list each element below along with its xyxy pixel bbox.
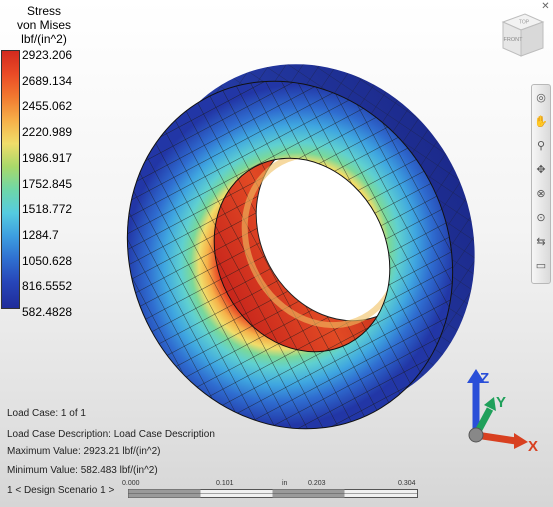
design-scenario-selector[interactable]: 1 < Design Scenario 1 > bbox=[7, 485, 115, 496]
legend-value: 2220.989 bbox=[22, 125, 73, 140]
legend-color-bar bbox=[1, 50, 20, 309]
load-case-label: Load Case: 1 of 1 bbox=[7, 408, 86, 419]
zoom-icon[interactable]: ⚲ bbox=[536, 140, 546, 152]
view-cube-front-face: FRONT bbox=[504, 37, 524, 43]
scale-label-0: 0.000 bbox=[122, 480, 140, 487]
legend-title-type: von Mises bbox=[16, 18, 72, 32]
legend-value: 582.4828 bbox=[22, 305, 73, 319]
maximum-value: Maximum Value: 2923.21 lbf/(in^2) bbox=[7, 446, 161, 457]
legend-value: 1284.7 bbox=[22, 227, 59, 242]
scale-label-1: 0.101 bbox=[216, 480, 234, 487]
load-case-description: Load Case Description: Load Case Descrip… bbox=[7, 429, 215, 440]
legend-value: 2455.062 bbox=[22, 99, 73, 114]
y-axis-label: Y bbox=[496, 394, 506, 411]
legend-value: 1050.628 bbox=[22, 253, 73, 268]
legend-value: 2923.206 bbox=[22, 48, 73, 62]
look-icon[interactable]: ⊙ bbox=[536, 212, 546, 224]
legend-value: 2689.134 bbox=[22, 73, 73, 88]
axis-triad: Z Y X bbox=[452, 365, 547, 465]
minimum-value: Minimum Value: 582.483 lbf/(in^2) bbox=[7, 465, 158, 476]
legend-value: 816.5552 bbox=[22, 279, 73, 294]
view-cube-top-face: TOP bbox=[519, 20, 530, 26]
legend-title-units: lbf/(in^2) bbox=[21, 32, 67, 46]
scale-units: in bbox=[282, 480, 288, 487]
pan-icon[interactable]: ✋ bbox=[534, 116, 548, 128]
legend-value: 1986.917 bbox=[22, 150, 73, 165]
legend-title-quantity: Stress bbox=[26, 4, 61, 18]
legend-value: 1752.845 bbox=[22, 176, 73, 191]
close-icon[interactable]: ✕ bbox=[541, 1, 550, 12]
center-icon[interactable]: ⊗ bbox=[536, 188, 546, 200]
orbit-icon[interactable]: ✥ bbox=[536, 164, 546, 176]
walk-icon[interactable]: ⇆ bbox=[536, 236, 546, 248]
steering-wheel-icon[interactable]: ◎ bbox=[536, 92, 546, 104]
z-axis-label: Z bbox=[480, 370, 489, 387]
fit-icon[interactable]: ▭ bbox=[535, 260, 547, 272]
legend-value: 1518.772 bbox=[22, 202, 73, 217]
scale-label-3: 0.304 bbox=[398, 480, 416, 487]
scale-label-2: 0.203 bbox=[308, 480, 326, 487]
view-cube[interactable]: TOP FRONT bbox=[497, 8, 547, 69]
x-axis-label: X bbox=[528, 438, 538, 455]
navigation-bar[interactable]: ◎ ✋ ⚲ ✥ ⊗ ⊙ ⇆ ▭ bbox=[531, 84, 551, 284]
